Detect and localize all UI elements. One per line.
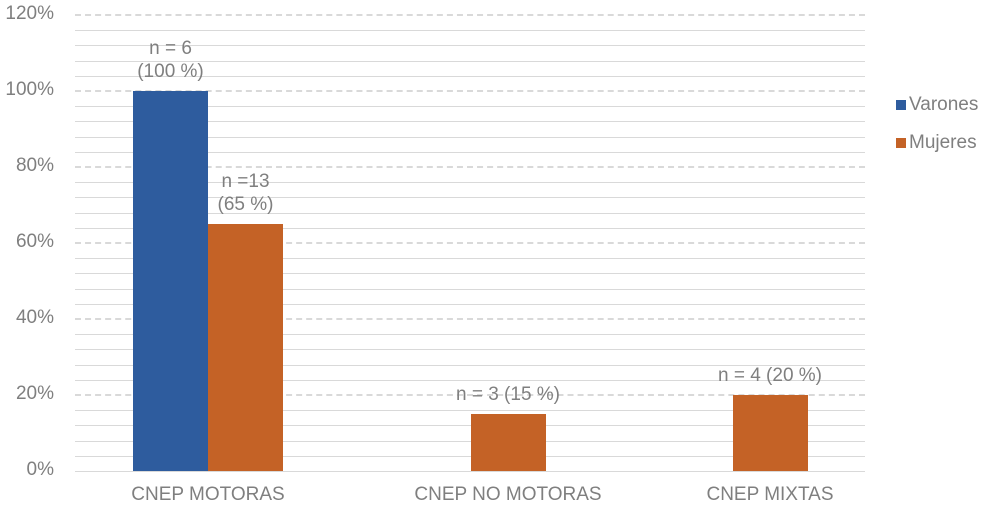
minor-gridline xyxy=(75,273,865,275)
minor-gridline xyxy=(75,410,865,412)
legend: Varones Mujeres xyxy=(896,86,978,162)
y-tick-label: 40% xyxy=(15,307,54,328)
major-gridline xyxy=(75,90,865,92)
minor-gridline xyxy=(75,197,865,199)
minor-gridline xyxy=(75,288,865,290)
data-label: n = 6 (100 %) xyxy=(137,38,204,82)
minor-gridline xyxy=(75,258,865,260)
major-gridline xyxy=(75,242,865,244)
x-tick-label: CNEP MOTORAS xyxy=(131,484,285,505)
minor-gridline xyxy=(75,136,865,138)
y-tick-label: 80% xyxy=(15,155,54,176)
x-tick-label: CNEP MIXTAS xyxy=(706,484,834,505)
data-label: n = 4 (20 %) xyxy=(717,365,823,386)
x-tick-label: CNEP NO MOTORAS xyxy=(414,484,602,505)
minor-gridline xyxy=(75,379,865,381)
minor-gridline xyxy=(75,334,865,336)
data-label: n = 3 (15 %) xyxy=(455,384,561,405)
y-tick-label: 100% xyxy=(5,79,54,100)
legend-label: Mujeres xyxy=(909,132,977,153)
minor-gridline xyxy=(75,471,865,472)
major-gridline xyxy=(75,14,865,16)
minor-gridline xyxy=(75,425,865,427)
major-gridline xyxy=(75,394,865,396)
bar-mujeres xyxy=(208,224,283,471)
y-tick-label: 0% xyxy=(26,459,54,480)
minor-gridline xyxy=(75,364,865,366)
minor-gridline xyxy=(75,121,865,123)
legend-swatch-varones xyxy=(896,100,906,110)
y-tick-label: 60% xyxy=(15,231,54,252)
bar-mujeres xyxy=(470,414,546,471)
legend-item-mujeres: Mujeres xyxy=(896,124,978,162)
bar-mujeres xyxy=(732,395,808,471)
minor-gridline xyxy=(75,440,865,442)
minor-gridline xyxy=(75,227,865,229)
minor-gridline xyxy=(75,151,865,153)
legend-label: Varones xyxy=(909,94,979,115)
major-gridline xyxy=(75,318,865,320)
legend-item-varones: Varones xyxy=(896,86,978,124)
minor-gridline xyxy=(75,182,865,184)
major-gridline xyxy=(75,166,865,168)
legend-swatch-mujeres xyxy=(896,138,906,148)
minor-gridline xyxy=(75,349,865,351)
minor-gridline xyxy=(75,30,865,32)
y-tick-label: 120% xyxy=(5,3,54,24)
minor-gridline xyxy=(75,60,865,62)
minor-gridline xyxy=(75,45,865,47)
minor-gridline xyxy=(75,75,865,77)
bar-varones xyxy=(133,91,208,471)
data-label: n =13 (65 %) xyxy=(217,171,274,215)
minor-gridline xyxy=(75,106,865,108)
minor-gridline xyxy=(75,303,865,305)
minor-gridline xyxy=(75,455,865,457)
y-tick-label: 20% xyxy=(15,383,54,404)
minor-gridline xyxy=(75,212,865,214)
